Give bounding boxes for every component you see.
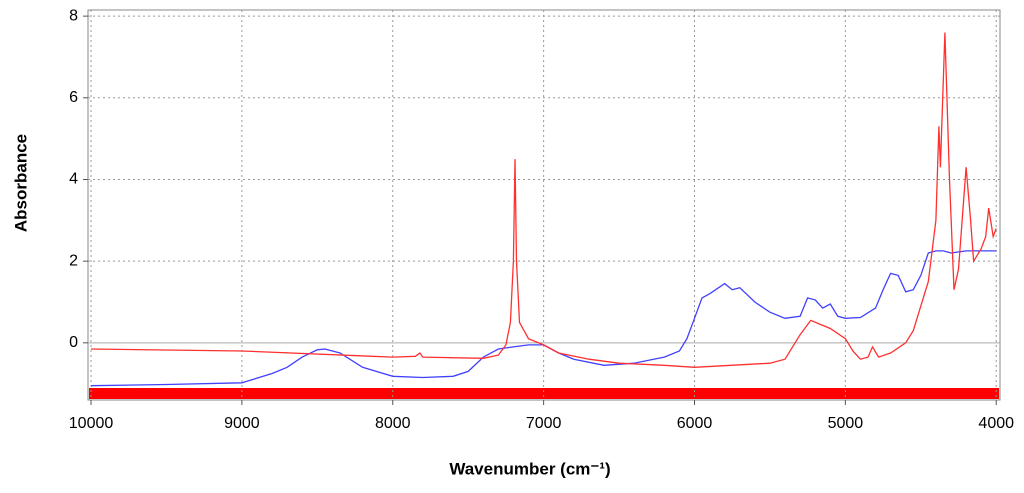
x-tick-label: 5000: [828, 415, 864, 432]
y-axis-title: Absorbance: [11, 134, 30, 232]
x-tick-label: 6000: [677, 415, 713, 432]
y-tick-label: 0: [69, 334, 78, 351]
status-bar: [89, 388, 999, 399]
lines: [90, 32, 997, 387]
x-tick-label: 4000: [978, 415, 1014, 432]
y-tick-label: 8: [69, 7, 78, 24]
x-tick-label: 7000: [526, 415, 562, 432]
x-tick-label: 9000: [224, 415, 260, 432]
spectrum-line: [90, 250, 997, 387]
y-tick-label: 4: [69, 171, 78, 188]
y-tick-label: 6: [69, 89, 78, 106]
tick-labels: 10000 9000 8000 7000 6000 5000 4000 0 2 4 6 8: [69, 7, 1014, 432]
y-tick-label: 2: [69, 252, 78, 269]
x-tick-label: 10000: [69, 415, 114, 432]
x-tick-label: 8000: [375, 415, 411, 432]
x-axis-title: Wavenumber (cm⁻¹): [449, 459, 610, 478]
grid: [83, 10, 1000, 405]
spectrum-line: [90, 32, 997, 368]
